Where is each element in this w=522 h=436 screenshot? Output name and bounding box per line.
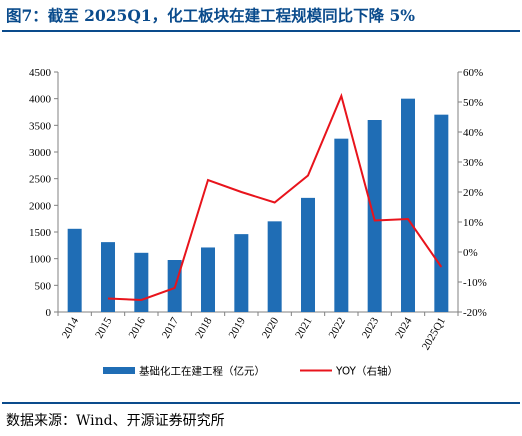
x-tick-label: 2017 (160, 315, 182, 340)
top-rule (2, 30, 520, 32)
x-tick-label: 2019 (227, 315, 249, 340)
x-tick-label: 2020 (260, 315, 282, 340)
x-tick-label: 2021 (293, 316, 314, 341)
left-tick-label: 1500 (29, 227, 52, 239)
left-tick-label: 3500 (29, 120, 52, 132)
source-note: 数据来源：Wind、开源证券研究所 (6, 413, 225, 429)
right-tick-label: 40% (463, 127, 483, 139)
left-tick-label: 2500 (29, 174, 52, 186)
bar (201, 247, 215, 312)
legend-bar-label: 基础化工在建工程（亿元） (139, 365, 265, 378)
right-tick-label: -20% (463, 307, 487, 319)
bar (334, 138, 349, 312)
left-tick-label: 500 (35, 280, 52, 292)
legend: 基础化工在建工程（亿元） YOY（右轴） (103, 365, 398, 378)
x-tick-label: 2014 (60, 315, 82, 340)
x-tick-label: 2015 (93, 315, 115, 340)
bottom-rule (2, 402, 520, 404)
legend-line-label: YOY（右轴） (335, 365, 398, 378)
right-tick-label: -10% (463, 277, 487, 289)
bar (234, 234, 249, 312)
left-tick-label: 0 (46, 307, 52, 319)
x-tick-label: 2022 (327, 316, 348, 341)
right-tick-label: 30% (463, 157, 483, 169)
bar (101, 242, 115, 312)
left-tick-label: 1000 (29, 254, 52, 266)
x-tick-label: 2025Q1 (420, 316, 448, 353)
x-tick-label: 2016 (127, 315, 149, 340)
bar (434, 114, 449, 313)
bar (134, 252, 149, 312)
yoy-line (107, 92, 443, 302)
bar (67, 228, 82, 312)
bar (401, 98, 415, 313)
chart-title: 图7：截至 2025Q1，化工板块在建工程规模同比下降 5% (6, 6, 416, 25)
axes: 0 500 1000 1500 2000 2500 3000 3500 4000 4500 -20%… (29, 67, 487, 352)
x-tick-label: 2023 (360, 315, 382, 340)
right-tick-label: 20% (463, 187, 483, 199)
x-tick-label: 2018 (193, 315, 215, 340)
bar-series (67, 98, 449, 313)
bar (367, 120, 382, 312)
x-tick-label: 2024 (393, 315, 415, 340)
right-tick-label: 60% (463, 67, 483, 79)
left-tick-label: 4000 (29, 94, 52, 106)
right-tick-label: 10% (463, 217, 483, 229)
right-tick-label: 0% (463, 247, 478, 259)
left-tick-label: 4500 (29, 67, 52, 79)
left-tick-label: 3000 (29, 147, 52, 159)
legend-bar-swatch (103, 367, 135, 374)
right-tick-label: 50% (463, 97, 483, 109)
line-series (107, 92, 443, 302)
bar (267, 221, 282, 312)
bar (301, 197, 315, 312)
left-tick-label: 2000 (29, 200, 52, 212)
